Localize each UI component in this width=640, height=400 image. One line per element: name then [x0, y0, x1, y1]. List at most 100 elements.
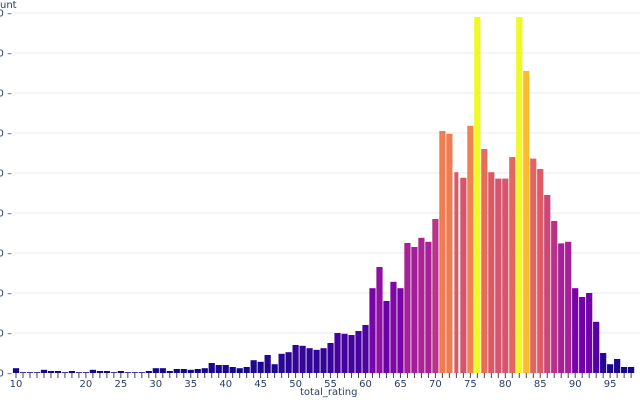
bar — [523, 71, 530, 373]
bar — [586, 293, 593, 373]
bar — [285, 352, 292, 373]
y-axis-ticks: 0 – 0 – 0 – 0 – 0 – 0 – 0 – 0 – 0 – 0 – — [0, 9, 12, 380]
bar — [572, 288, 579, 373]
bar — [334, 333, 341, 373]
bar — [117, 371, 124, 373]
bar — [159, 368, 166, 373]
bar — [411, 247, 418, 373]
bar — [131, 372, 138, 373]
bar — [600, 353, 607, 373]
bar — [103, 371, 110, 373]
svg-text:40: 40 — [219, 379, 232, 390]
bar — [439, 131, 446, 373]
svg-text:0 –: 0 – — [0, 129, 12, 140]
bar — [40, 369, 48, 373]
bar — [509, 157, 516, 373]
svg-text:0 –: 0 – — [0, 249, 12, 260]
bars — [12, 17, 635, 373]
svg-text:70: 70 — [429, 379, 442, 390]
bar — [208, 363, 215, 373]
bar — [425, 241, 432, 373]
bar — [397, 288, 404, 373]
bar — [26, 372, 34, 373]
bar — [257, 361, 264, 373]
bar — [488, 172, 495, 373]
bar — [516, 17, 523, 373]
svg-text:45: 45 — [254, 379, 267, 390]
bar — [145, 371, 152, 373]
bar — [12, 368, 20, 373]
bar — [271, 364, 278, 373]
bar — [551, 221, 558, 373]
svg-text:25: 25 — [114, 379, 127, 390]
svg-text:0 –: 0 – — [0, 209, 12, 220]
bar — [19, 372, 27, 373]
bar — [278, 353, 285, 373]
bar — [187, 369, 194, 373]
bar — [502, 178, 509, 373]
bar — [558, 243, 565, 373]
svg-text:75: 75 — [464, 379, 477, 390]
bar — [215, 365, 222, 373]
bar — [313, 349, 320, 373]
svg-text:30: 30 — [149, 379, 162, 390]
bar — [348, 335, 355, 373]
bar — [544, 195, 551, 373]
bar — [138, 372, 145, 373]
bar — [68, 371, 76, 373]
bar — [355, 331, 362, 373]
bar — [579, 297, 586, 373]
bar — [341, 333, 348, 373]
bar — [383, 301, 390, 373]
bar — [460, 177, 467, 373]
bar — [124, 372, 131, 373]
bar — [201, 368, 208, 373]
bar — [614, 359, 621, 373]
bar — [194, 369, 201, 373]
bar — [110, 372, 117, 373]
bar — [264, 355, 271, 373]
bar — [454, 172, 459, 373]
svg-text:0 –: 0 – — [0, 89, 12, 100]
bar — [530, 158, 537, 373]
svg-text:85: 85 — [534, 379, 547, 390]
bar — [432, 219, 439, 373]
bar — [404, 243, 411, 373]
y-axis-title: unt — [0, 0, 17, 11]
bar — [593, 321, 600, 373]
bar — [481, 149, 488, 373]
svg-text:0 –: 0 – — [0, 289, 12, 300]
bar — [61, 372, 69, 373]
svg-text:0 –: 0 – — [0, 369, 12, 380]
bar — [299, 345, 306, 373]
bar — [236, 368, 243, 373]
bar — [82, 372, 89, 373]
svg-text:50: 50 — [289, 379, 302, 390]
svg-text:80: 80 — [499, 379, 512, 390]
svg-text:65: 65 — [394, 379, 407, 390]
bar — [33, 372, 41, 373]
bar — [96, 371, 103, 373]
bar — [369, 288, 376, 373]
bar — [495, 178, 502, 373]
bar — [306, 348, 313, 373]
bar — [320, 348, 327, 373]
svg-text:0 –: 0 – — [0, 169, 12, 180]
bar — [47, 371, 55, 373]
bar — [607, 364, 614, 373]
bar — [390, 281, 397, 373]
svg-text:95: 95 — [604, 379, 617, 390]
bar — [565, 241, 572, 373]
svg-text:0 –: 0 – — [0, 49, 12, 60]
bar — [376, 267, 383, 373]
svg-text:60: 60 — [359, 379, 372, 390]
svg-text:0 –: 0 – — [0, 329, 12, 340]
bar — [243, 367, 250, 373]
bar — [54, 371, 62, 373]
bar — [222, 365, 229, 373]
bar — [628, 367, 635, 373]
bar — [446, 133, 453, 373]
bar — [474, 17, 481, 373]
svg-text:10: 10 — [10, 379, 23, 390]
